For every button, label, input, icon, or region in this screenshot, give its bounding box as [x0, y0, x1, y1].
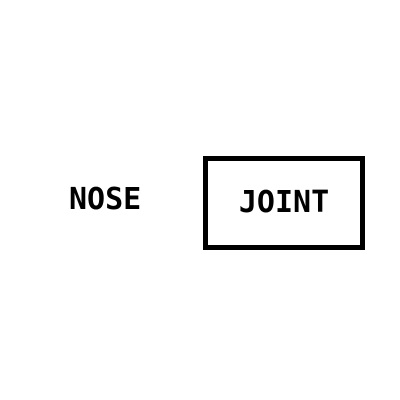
boxed-word: JOINT — [238, 185, 330, 220]
unboxed-word: NOSE — [69, 182, 142, 217]
boxed-word-frame: JOINT — [203, 156, 365, 250]
